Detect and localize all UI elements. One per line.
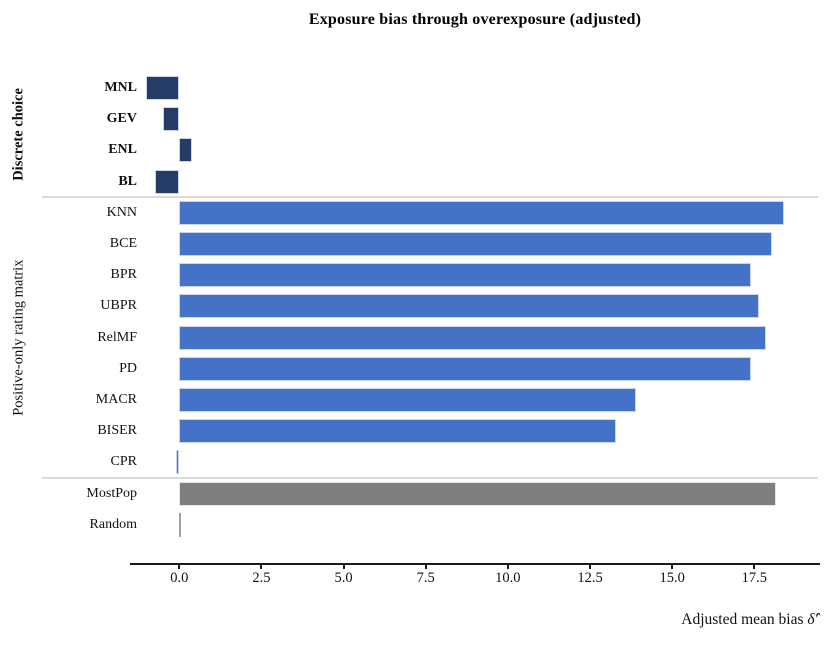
- x-tick-label: 0.0: [170, 570, 189, 586]
- row-label-enl: ENL: [108, 142, 137, 158]
- bar-knn: [179, 200, 784, 225]
- row-label-biser: BISER: [97, 423, 137, 439]
- bar-enl: [179, 138, 193, 163]
- bar-random: [179, 512, 182, 537]
- bar-cpr: [176, 450, 180, 475]
- bar-mostpop: [179, 481, 776, 506]
- row-label-pd: PD: [119, 360, 137, 376]
- x-tick-label: 5.0: [334, 570, 353, 586]
- x-tick-mark: [424, 565, 427, 569]
- chart-title: Exposure bias through overexposure (adju…: [308, 11, 642, 28]
- bar-relmf: [179, 325, 766, 350]
- group-label-discrete-choice: Discrete choice: [10, 88, 27, 182]
- x-tick-label: 15.0: [659, 570, 685, 586]
- row-label-ubpr: UBPR: [100, 298, 137, 314]
- x-tick-mark: [178, 565, 181, 569]
- row-label-mostpop: MostPop: [86, 485, 137, 501]
- row-label-bl: BL: [118, 173, 137, 189]
- x-tick-label: 7.5: [416, 570, 435, 586]
- x-tick-mark: [342, 565, 345, 569]
- group-separator: [42, 196, 818, 199]
- x-tick-mark: [506, 565, 509, 569]
- row-label-bpr: BPR: [110, 267, 137, 283]
- x-tick-mark: [671, 565, 674, 569]
- x-tick-mark: [260, 565, 263, 569]
- bar-bl: [154, 169, 180, 194]
- row-label-relmf: RelMF: [97, 329, 137, 345]
- x-tick-label: 2.5: [252, 570, 271, 586]
- x-axis-label-symbol: δ̂′: [807, 611, 818, 628]
- x-tick-label: 10.0: [495, 570, 521, 586]
- row-label-macr: MACR: [95, 392, 137, 407]
- group-separator: [42, 477, 818, 479]
- x-tick-label: 12.5: [577, 570, 603, 586]
- row-label-gev: GEV: [106, 111, 137, 127]
- bar-bpr: [179, 263, 751, 288]
- x-tick-mark: [589, 565, 591, 569]
- x-axis-label-text: Adjusted mean bias: [681, 611, 804, 628]
- x-axis-line: [130, 563, 820, 565]
- bar-biser: [179, 419, 617, 444]
- x-tick-mark: [753, 565, 756, 569]
- x-axis-label: Adjusted mean bias δ̂′: [681, 611, 818, 629]
- bar-pd: [179, 356, 751, 381]
- group-label-positive-only-rating-matrix: Positive-only rating matrix: [10, 259, 27, 416]
- bar-macr: [179, 388, 636, 412]
- row-label-knn: KNN: [106, 204, 137, 220]
- x-tick-label: 17.5: [741, 570, 767, 586]
- bar-bce: [179, 232, 773, 256]
- row-label-random: Random: [89, 516, 137, 532]
- bar-gev: [162, 107, 180, 132]
- row-label-cpr: CPR: [110, 454, 137, 470]
- row-label-bce: BCE: [109, 236, 137, 251]
- bar-mnl: [146, 76, 180, 100]
- row-label-mnl: MNL: [104, 80, 137, 95]
- bar-ubpr: [179, 294, 760, 319]
